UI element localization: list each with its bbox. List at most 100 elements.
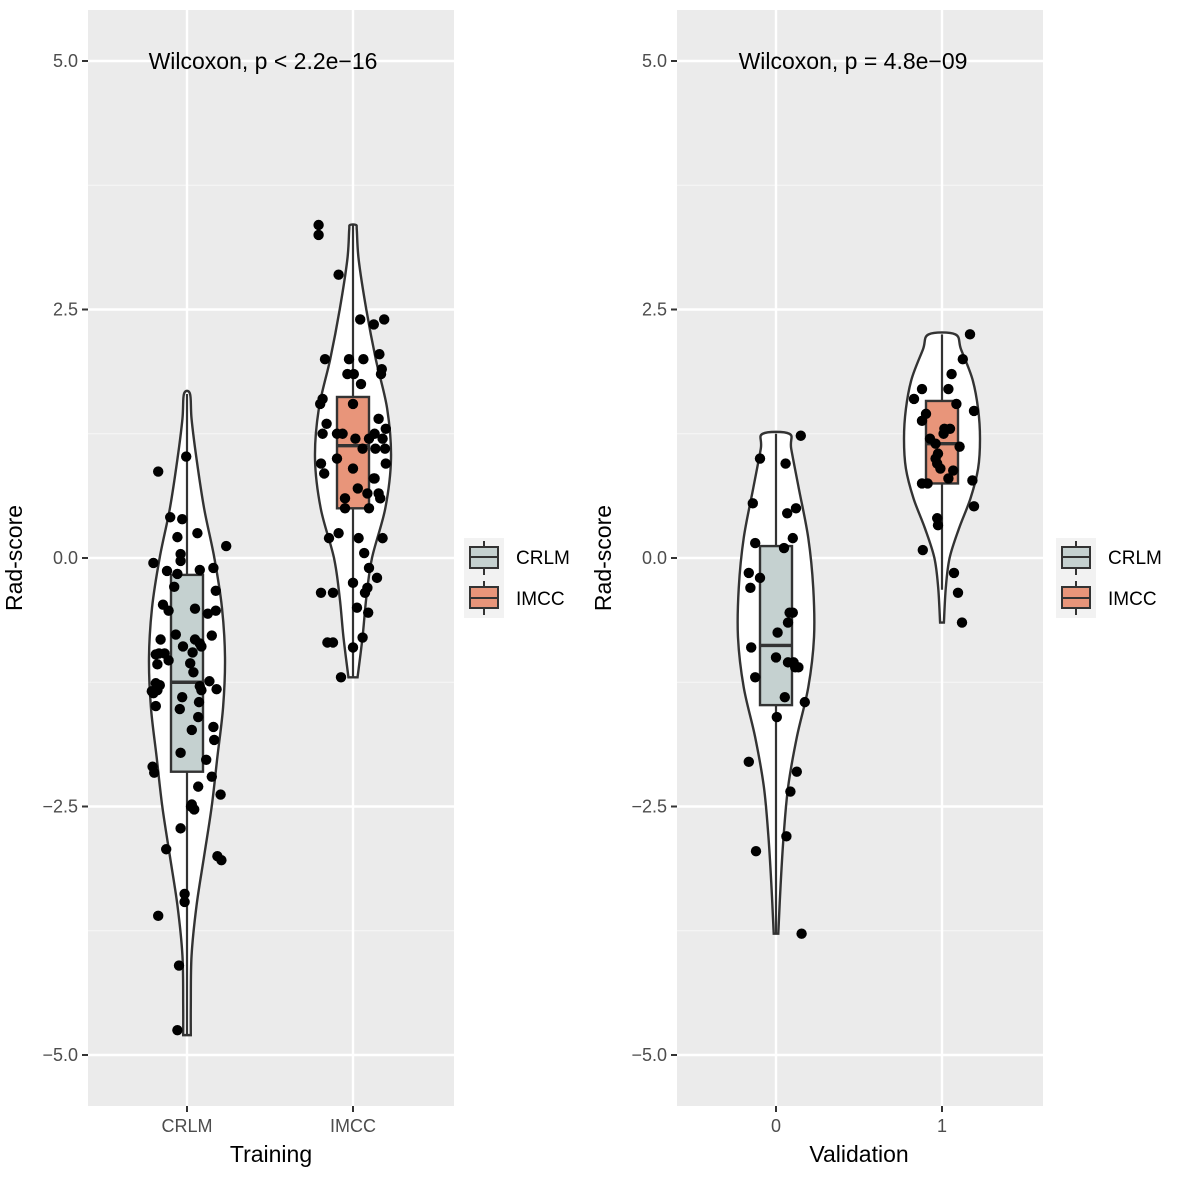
training-crlm-point — [204, 676, 215, 687]
training-crlm-point — [172, 568, 183, 580]
validation-0-point — [782, 657, 794, 668]
validation-x-axis-title: Validation — [809, 1141, 908, 1167]
training-crlm-point — [211, 684, 222, 695]
training-crlm-point — [186, 724, 197, 736]
validation-y-tick-label: 2.5 — [642, 300, 667, 320]
training-crlm-point — [193, 696, 205, 708]
validation-1-point — [968, 501, 980, 512]
training-jitter-points — [146, 219, 391, 1036]
training-crlm-point — [153, 910, 164, 922]
training-imcc-point — [333, 527, 344, 539]
training-crlm-point — [221, 540, 232, 552]
validation-0-point — [750, 672, 761, 683]
training-imcc-point — [369, 473, 380, 484]
training-crlm-point — [215, 789, 226, 800]
training-crlm-point — [155, 634, 166, 645]
validation-1-point — [916, 383, 928, 395]
training-imcc-point — [347, 463, 359, 474]
training-imcc-point — [377, 433, 388, 444]
training-imcc-point — [327, 637, 339, 648]
validation-legend-key-crlm — [1061, 541, 1091, 575]
validation-y-axis: 5.0 2.5 0.0 −2.5 −5.0 — [631, 51, 677, 1065]
training-crlm-point — [175, 823, 186, 834]
training-imcc-point — [317, 428, 328, 439]
training-crlm-point — [179, 896, 190, 908]
training-crlm-point — [149, 767, 160, 778]
validation-legend-key-imcc — [1061, 581, 1091, 615]
training-x-axis: CRLM IMCC — [161, 1106, 376, 1136]
training-imcc-point — [362, 582, 373, 594]
training-crlm-point — [172, 1024, 183, 1036]
validation-1-point — [917, 544, 928, 556]
training-crlm-point — [169, 581, 180, 593]
validation-1-point — [964, 329, 976, 340]
validation-0-point — [750, 537, 761, 549]
training-imcc-point — [376, 363, 387, 375]
training-imcc-point — [380, 423, 391, 434]
training-imcc-point — [374, 349, 385, 360]
training-crlm-point — [189, 603, 201, 614]
training-imcc-point — [371, 572, 383, 584]
training-y-tick-label: −2.5 — [42, 797, 78, 817]
validation-wilcoxon-annotation: Wilcoxon, p = 4.8e−09 — [739, 48, 968, 74]
validation-y-tick-label: −5.0 — [631, 1045, 667, 1065]
training-crlm-point — [208, 721, 219, 733]
training-imcc-point — [363, 562, 375, 574]
training-y-tick-label: −5.0 — [42, 1045, 78, 1065]
training-crlm-point — [173, 960, 185, 971]
training-imcc-point — [348, 368, 359, 380]
training-crlm-point — [153, 648, 165, 659]
validation-1-point — [948, 465, 959, 476]
training-crlm-point — [165, 512, 176, 523]
training-imcc-point — [352, 483, 363, 494]
validation-0-point — [782, 508, 793, 519]
training-crlm-point — [174, 703, 185, 715]
training-crlm-point — [210, 585, 221, 597]
training-crlm-point — [206, 771, 217, 782]
training-imcc-point — [339, 493, 351, 504]
validation-1-point — [967, 475, 978, 486]
validation-jitter-points — [743, 329, 980, 939]
validation-0-point — [743, 756, 754, 767]
training-imcc-point — [343, 354, 355, 365]
validation-x-tick-label-0: 0 — [771, 1116, 781, 1136]
training-imcc-point — [362, 488, 373, 499]
training-crlm-point — [175, 548, 186, 560]
validation-0-point — [781, 831, 792, 842]
training-wilcoxon-annotation: Wilcoxon, p < 2.2e−16 — [149, 48, 378, 74]
training-imcc-point — [363, 433, 375, 444]
training-imcc-point — [357, 632, 368, 643]
training-imcc-point — [331, 453, 343, 464]
training-crlm-point — [170, 629, 181, 640]
training-y-tick-label: 2.5 — [53, 300, 78, 320]
validation-0-point — [743, 567, 754, 579]
validation-0-point — [772, 627, 783, 638]
training-imcc-point — [319, 468, 330, 479]
validation-0-point — [790, 503, 802, 514]
training-y-tick-label: 5.0 — [53, 51, 78, 71]
validation-1-point — [957, 354, 968, 365]
validation-1-point — [922, 478, 933, 489]
validation-0-point — [745, 582, 756, 594]
validation-legend-label-crlm: CRLM — [1108, 548, 1162, 569]
training-imcc-point — [370, 443, 381, 454]
validation-1-point — [951, 398, 962, 410]
training-crlm-point — [185, 658, 196, 669]
training-crlm-point — [188, 667, 199, 678]
training-imcc-point — [368, 319, 379, 330]
training-crlm-point — [179, 888, 190, 900]
training-x-axis-title: Training — [230, 1141, 312, 1167]
training-crlm-point — [196, 641, 207, 652]
validation-0-point — [754, 572, 766, 584]
training-y-axis-title: Rad-score — [1, 505, 27, 611]
training-crlm-point — [193, 711, 204, 723]
training-imcc-point — [351, 602, 363, 613]
training-crlm-point — [175, 747, 186, 759]
training-legend-label-imcc: IMCC — [516, 589, 565, 610]
validation-0-point — [787, 532, 798, 544]
training-imcc-point — [363, 607, 374, 618]
training-crlm-point — [181, 451, 192, 462]
